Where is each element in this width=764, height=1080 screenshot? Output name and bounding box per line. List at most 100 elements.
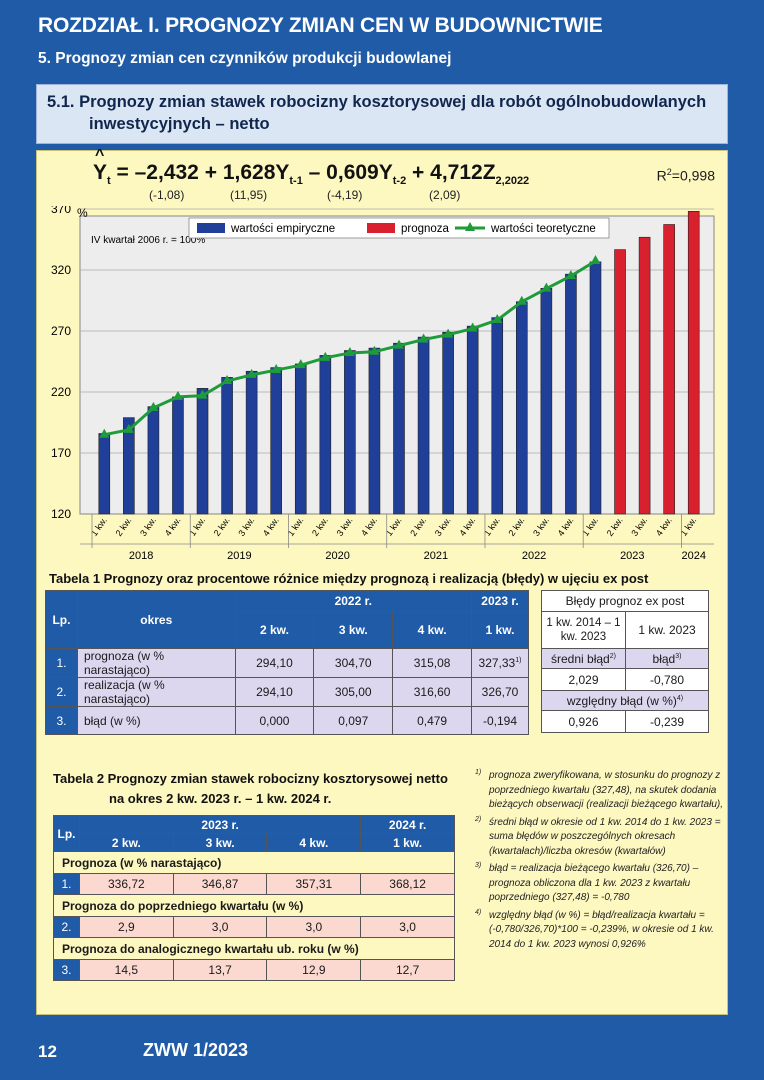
- x-tick-label: 4 kw.: [654, 515, 674, 538]
- x-tick-label: 3 kw.: [433, 515, 453, 538]
- chart-note: IV kwartał 2006 r. = 100%: [91, 235, 205, 246]
- bar: [344, 350, 356, 515]
- table2-section-heading: Prognoza do poprzedniego kwartału (w %): [53, 894, 455, 917]
- bar: [614, 249, 626, 515]
- bar: [491, 317, 504, 515]
- table2-col: 2 kw.: [78, 833, 174, 852]
- line-point: [516, 295, 527, 305]
- table-row: 1. 336,72 346,87 357,31 368,12: [53, 873, 455, 895]
- x-tick-label: 4 kw.: [457, 515, 477, 538]
- table1-cell: 326,70: [470, 677, 530, 707]
- eq-lhs: ^ Y: [93, 147, 108, 184]
- table2-cell: 3,0: [360, 916, 455, 938]
- table2-cell: 13,7: [172, 959, 268, 981]
- line-point: [148, 401, 159, 411]
- table2-cell: 2,9: [78, 916, 174, 938]
- table2-cell: 357,31: [266, 873, 362, 895]
- se-4: (2,09): [429, 188, 461, 202]
- footnote: 3) błąd = realizacja bieżącego kwartału (…: [475, 862, 699, 903]
- errors-col-a: 1 kw. 2014 – 1 kw. 2023: [541, 611, 626, 649]
- bar: [515, 301, 528, 515]
- table2-cell: 3,0: [172, 916, 268, 938]
- legend-swatch-forecast: [367, 223, 395, 233]
- y-tick-label: 320: [51, 263, 71, 277]
- bar: [687, 210, 700, 515]
- table-row: 2. 2,9 3,0 3,0 3,0: [53, 916, 455, 938]
- bar: [294, 363, 307, 515]
- bar: [319, 355, 332, 515]
- x-tick-label: 3 kw.: [629, 515, 649, 538]
- chapter-title: ROZDZIAŁ I. PROGNOZY ZMIAN CEN W BUDOWNI…: [38, 14, 603, 37]
- x-tick-label: 4 kw.: [261, 515, 281, 538]
- eq-term1: = –2,432: [116, 161, 199, 184]
- x-tick-label: 2 kw.: [310, 515, 330, 538]
- table1-cell: 294,10: [234, 677, 315, 707]
- bar: [245, 370, 258, 515]
- table1-lp: 1.: [45, 648, 78, 678]
- table1-col: 4 kw.: [392, 611, 472, 649]
- bar: [172, 396, 184, 515]
- footnotes: 1) prognoza zweryfikowana, w stosunku do …: [475, 769, 725, 955]
- table2-lp: 2.: [53, 916, 80, 938]
- table2-col: 3 kw.: [172, 833, 268, 852]
- table2-year-b: 2024 r.: [360, 815, 455, 834]
- bar: [368, 347, 381, 515]
- se-2: (11,95): [230, 188, 268, 202]
- table1-cell: 0,479: [392, 706, 472, 735]
- table1-col: 1 kw.: [470, 611, 530, 649]
- table2-cell: 346,87: [172, 873, 268, 895]
- line-point: [492, 314, 503, 324]
- bar: [638, 236, 651, 515]
- x-tick-label: 3 kw.: [138, 515, 158, 538]
- errors-err-label: błąd3): [625, 648, 709, 669]
- table2-lp-header: Lp.: [53, 815, 80, 852]
- table1-col: 3 kw.: [313, 611, 394, 649]
- footnote: 2) średni błąd w okresie od 1 kw. 2014 do…: [475, 815, 721, 857]
- x-tick-label: 4 kw.: [556, 515, 576, 538]
- table2-col: 1 kw.: [360, 833, 455, 852]
- bar: [196, 388, 209, 515]
- bar: [663, 224, 675, 515]
- line-point: [172, 390, 183, 400]
- regression-equation: ^ Yt = –2,432 + 1,628Yt-1 – 0,609Yt-2 + 4…: [93, 147, 530, 188]
- x-tick-label: 4 kw.: [359, 515, 379, 538]
- line-point: [565, 270, 576, 280]
- errors-mean-value: 2,029: [541, 668, 626, 691]
- errors-err-value: -0,780: [625, 668, 709, 691]
- bar: [221, 377, 233, 515]
- table2-lp: 3.: [53, 959, 80, 981]
- eq-term4-sub: 2,2022: [495, 175, 530, 188]
- bar: [589, 261, 602, 515]
- line-point: [320, 351, 331, 361]
- line-point: [246, 368, 257, 378]
- bar: [466, 325, 479, 515]
- table2: Lp. 2023 r. 2024 r. 2 kw. 3 kw. 4 kw. 1 …: [53, 815, 455, 981]
- table-row: 1. prognoza (w % narastająco) 294,10 304…: [45, 648, 530, 678]
- footnote: 1) prognoza zweryfikowana, w stosunku do …: [475, 769, 723, 810]
- eq-lhs-sub: t: [107, 175, 111, 188]
- errors-rel-a: 0,926: [541, 710, 626, 733]
- table1-cell: 0,097: [313, 706, 394, 735]
- se-1: (-1,08): [149, 188, 185, 202]
- table2-cell: 12,9: [266, 959, 362, 981]
- table1-lp: 3.: [45, 706, 78, 735]
- x-tick-label: 3 kw.: [531, 515, 551, 538]
- bar: [123, 417, 135, 515]
- table2-title-line1: Tabela 2 Prognozy zmian stawek robocizny…: [53, 771, 448, 786]
- eq-term3-sub: t-2: [392, 175, 407, 188]
- x-tick-label: 2 kw.: [605, 515, 625, 538]
- table2-col: 4 kw.: [266, 833, 362, 852]
- table1-cell: -0,194: [470, 706, 530, 735]
- y-tick-label: 370: [51, 206, 71, 216]
- table1: Lp. okres 2022 r. 2023 r. 2 kw. 3 kw. 4 …: [45, 590, 530, 735]
- errors-table: Błędy prognoz ex post 1 kw. 2014 – 1 kw.…: [541, 590, 709, 733]
- table-row: 3. błąd (w %) 0,000 0,097 0,479 -0,194: [45, 706, 530, 735]
- year-label: 2018: [129, 550, 153, 562]
- table1-year-a: 2022 r.: [234, 590, 472, 612]
- table2-cell: 368,12: [360, 873, 455, 895]
- table1-cell: 327,331): [470, 648, 530, 678]
- line-point: [590, 255, 601, 265]
- issue-label: ZWW 1/2023: [143, 1040, 249, 1060]
- bar: [565, 273, 577, 515]
- x-tick-label: 2 kw.: [212, 515, 232, 538]
